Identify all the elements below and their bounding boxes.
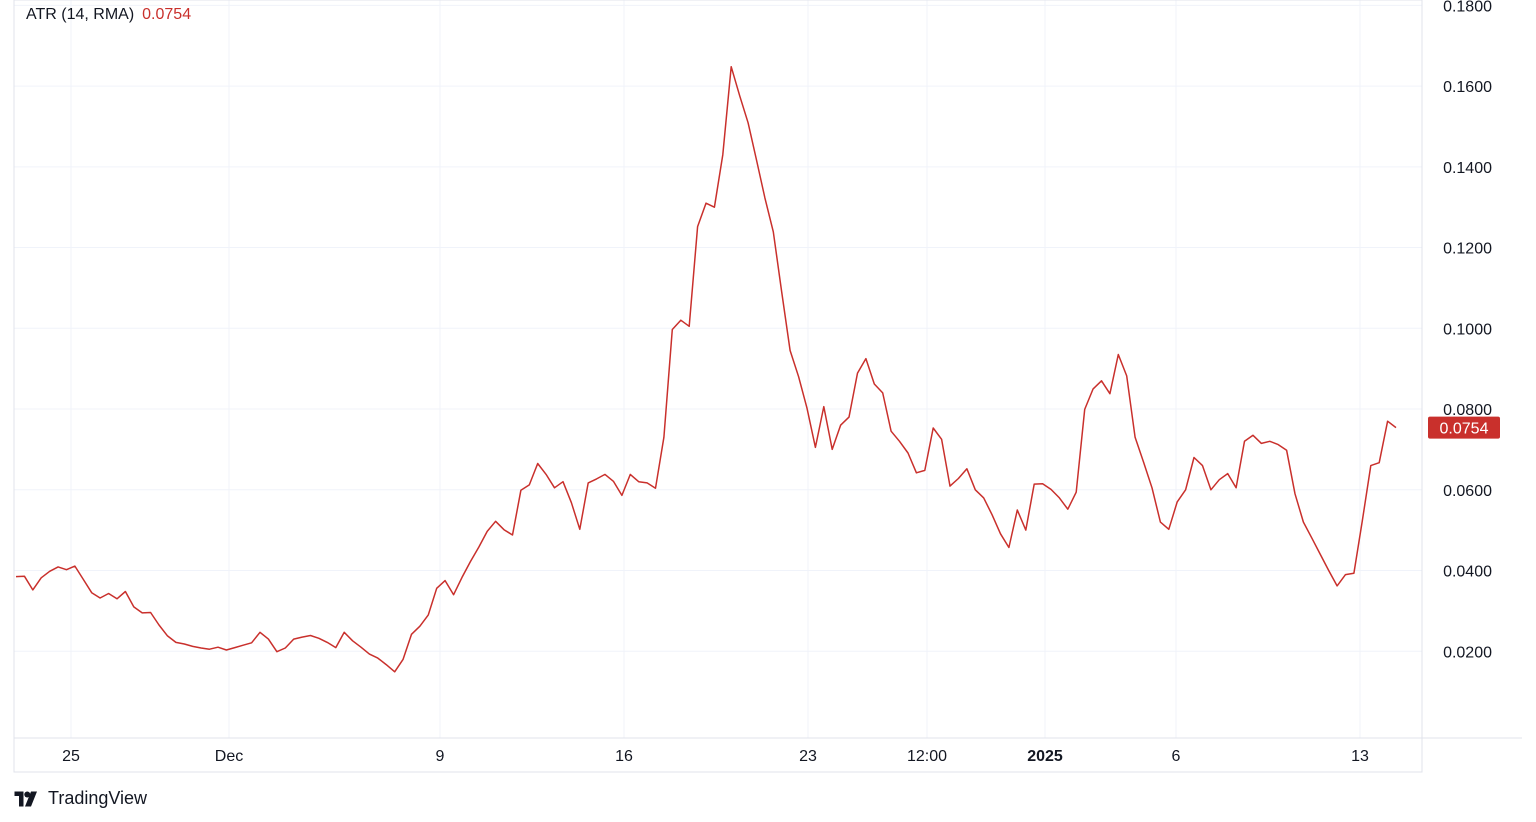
y-tick-label: 0.0800: [1443, 402, 1492, 419]
tradingview-brand[interactable]: TradingView: [14, 788, 147, 809]
y-axis: 0.0200 0.0400 0.0600 0.0800 0.1000 0.1200 0.14…: [1443, 0, 1492, 661]
x-tick-label: 23: [799, 748, 817, 765]
last-value-marker: 0.0754: [1428, 416, 1500, 439]
y-tick-label: 0.0400: [1443, 564, 1492, 581]
y-tick-label: 0.1400: [1443, 160, 1492, 177]
x-tick-label: 25: [62, 748, 80, 765]
y-tick-label: 0.1000: [1443, 321, 1492, 338]
brand-name: TradingView: [48, 788, 148, 808]
x-tick-label: 12:00: [907, 748, 947, 765]
y-tick-label: 0.1200: [1443, 241, 1492, 258]
x-tick-label: 6: [1172, 748, 1181, 765]
last-value-label: 0.0754: [1440, 421, 1489, 438]
x-tick-label: 13: [1351, 748, 1369, 765]
y-tick-label: 0.0600: [1443, 483, 1492, 500]
last-value-badge: [1428, 416, 1500, 439]
y-tick-label: 0.1800: [1443, 0, 1492, 15]
x-tick-label: 2025: [1027, 748, 1063, 765]
grid-lines: [14, 0, 1422, 738]
atr-series-line: [15, 65, 1397, 673]
indicator-legend: ATR (14, RMA) 0.0754: [26, 6, 191, 24]
x-tick-label: Dec: [215, 748, 243, 765]
y-tick-label: 0.0200: [1443, 644, 1492, 661]
x-tick-label: 16: [615, 748, 633, 765]
x-tick-label: 9: [436, 748, 445, 765]
tradingview-logo-icon: [14, 791, 37, 806]
indicator-value: 0.0754: [142, 6, 192, 23]
plot-frame: [13, 0, 1423, 773]
y-tick-label: 0.1600: [1443, 79, 1492, 96]
x-axis: 25 Dec 9 16 23 12:00 2025 6 13: [62, 748, 1369, 765]
indicator-name: ATR (14, RMA): [26, 6, 135, 23]
